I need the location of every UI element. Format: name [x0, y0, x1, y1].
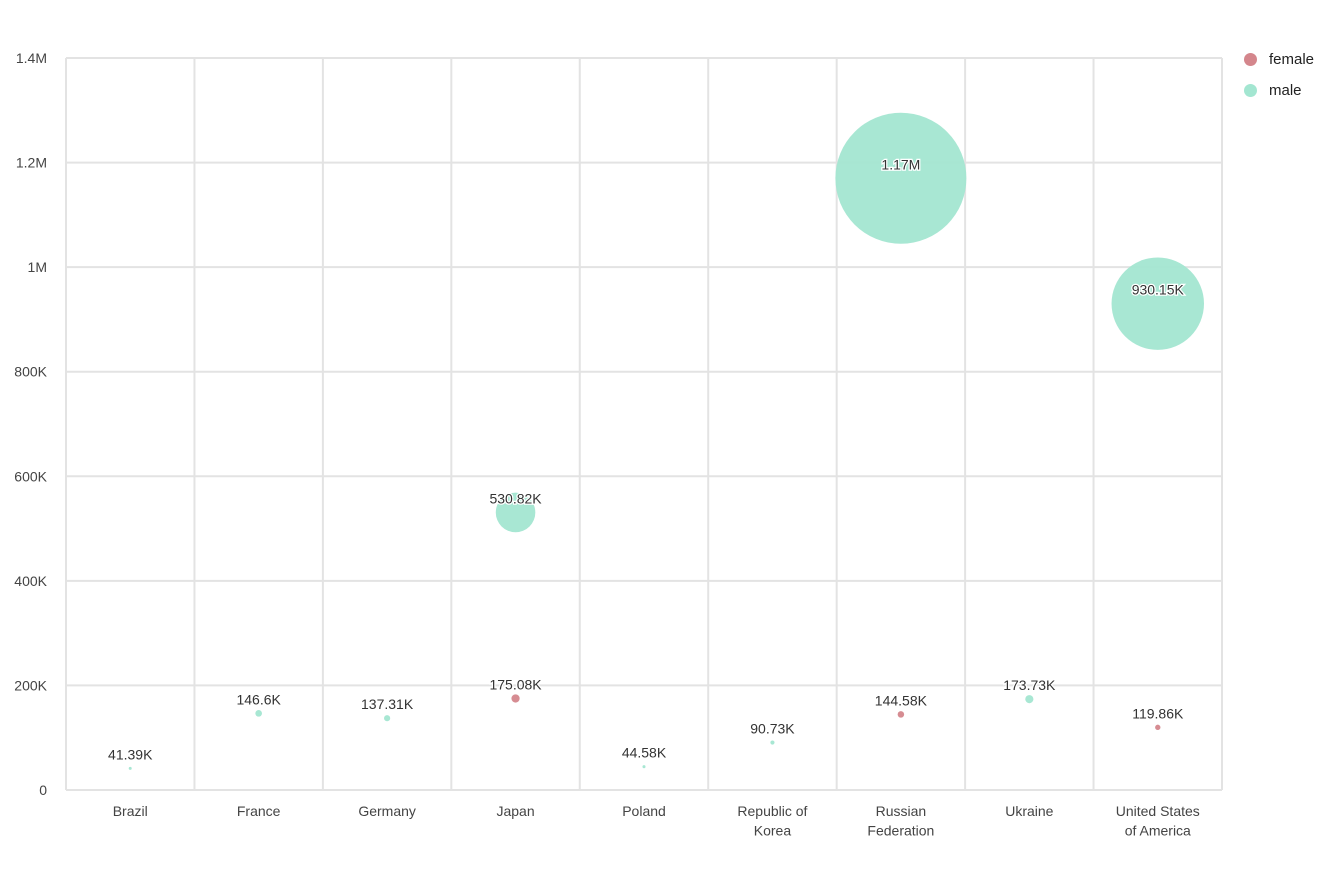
data-label-male: 530.82K	[489, 490, 542, 506]
data-label-male: 146.6K	[236, 691, 281, 707]
data-label-male: 1.17M	[881, 156, 920, 172]
bubble-male	[128, 766, 132, 770]
legend-label-male: male	[1269, 82, 1302, 99]
bubble-female	[511, 694, 520, 703]
data-label-male: 44.58K	[622, 745, 667, 761]
legend: female male	[1244, 44, 1314, 106]
data-label-female: 144.58K	[875, 692, 928, 708]
y-tick-label: 1M	[28, 259, 47, 275]
x-tick-label: Germany	[358, 803, 416, 819]
legend-swatch-female	[1244, 53, 1257, 66]
bubble-male	[1111, 257, 1205, 350]
bubble-male	[495, 492, 536, 533]
bubble-female	[1155, 724, 1161, 731]
data-label-female: 119.86K	[1132, 705, 1184, 721]
y-tick-label: 1.2M	[16, 155, 47, 171]
y-tick-label: 600K	[14, 468, 47, 484]
data-label-male: 137.31K	[361, 696, 414, 712]
x-tick-label: France	[237, 803, 281, 819]
data-label-male: 173.73K	[1003, 677, 1056, 693]
legend-label-female: female	[1269, 51, 1315, 68]
data-label-male: 930.15K	[1132, 282, 1185, 298]
bubble-male	[835, 112, 967, 244]
y-tick-label: 200K	[14, 677, 47, 693]
data-label-male: 41.39K	[108, 746, 153, 762]
legend-item-male[interactable]: male	[1244, 75, 1314, 106]
legend-item-female[interactable]: female	[1244, 44, 1314, 75]
bubble-female	[897, 711, 905, 718]
x-tick-label: Ukraine	[1005, 803, 1053, 819]
y-tick-label: 0	[39, 782, 47, 798]
legend-swatch-male	[1244, 84, 1257, 97]
x-tick-label: Brazil	[113, 803, 148, 819]
bubble-male	[642, 765, 646, 769]
bubble-male	[384, 715, 391, 722]
bubble-male	[1025, 695, 1034, 704]
x-tick-label: United States of America	[1116, 803, 1200, 839]
y-tick-label: 1.4M	[16, 50, 47, 66]
y-tick-label: 400K	[14, 573, 47, 589]
x-tick-label: Republic of Korea	[737, 803, 807, 839]
x-tick-label: Poland	[622, 803, 666, 819]
y-tick-label: 800K	[14, 364, 47, 380]
data-label-male: 90.73K	[750, 721, 795, 737]
data-label-female: 175.08K	[489, 676, 542, 692]
bubble-male	[255, 710, 262, 717]
x-tick-label: Russian Federation	[867, 803, 934, 839]
bubble-male	[770, 740, 775, 745]
x-tick-label: Japan	[496, 803, 534, 819]
